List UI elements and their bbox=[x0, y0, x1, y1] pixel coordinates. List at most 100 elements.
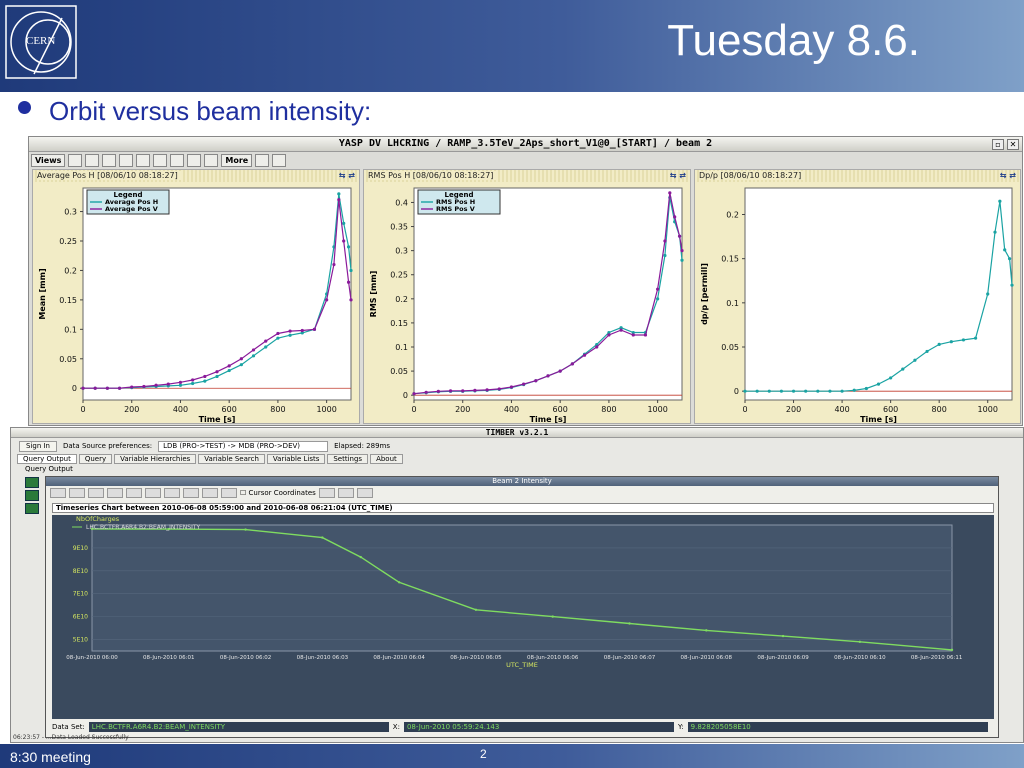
y-tick-label: 0.1 bbox=[64, 325, 77, 334]
x-tick-label: 600 bbox=[553, 405, 568, 414]
x-tick-label: 400 bbox=[504, 405, 519, 414]
series-point bbox=[473, 388, 477, 392]
series-line-0 bbox=[745, 201, 1013, 392]
x-tick-label: 0 bbox=[80, 405, 85, 414]
series-point bbox=[154, 383, 158, 387]
series-point bbox=[973, 336, 978, 340]
series-point bbox=[251, 354, 256, 358]
chart-view-icon[interactable] bbox=[25, 477, 39, 488]
layout-icon[interactable] bbox=[85, 154, 100, 167]
series-point bbox=[864, 386, 868, 391]
tab-variable-lists[interactable]: Variable Lists bbox=[266, 454, 326, 464]
dataset-field[interactable]: LHC.BCTFR.A6R4.B2:BEAM_INTENSITY bbox=[88, 722, 389, 732]
series-point bbox=[986, 292, 990, 296]
tab-query-output[interactable]: Query Output bbox=[17, 454, 77, 464]
series-point bbox=[178, 383, 183, 387]
ds-pref-select[interactable]: LDB (PRO->TEST) -> MDB (PRO->DEV) bbox=[158, 440, 329, 452]
table-view-icon[interactable] bbox=[25, 490, 39, 501]
rows-icon[interactable] bbox=[119, 154, 134, 167]
sign-in-button[interactable]: Sign In bbox=[19, 440, 57, 452]
panel-action-icons[interactable]: ⇆ ⇄ bbox=[338, 171, 355, 180]
panel-action-icons[interactable]: ⇆ ⇄ bbox=[669, 171, 686, 180]
series-point bbox=[680, 249, 684, 253]
cursor-coordinates-checkbox[interactable]: ☐ Cursor Coordinates bbox=[240, 489, 316, 497]
series-point bbox=[949, 340, 953, 344]
y-tick-label: 0.2 bbox=[726, 211, 739, 220]
tab-variable-hierarchies[interactable]: Variable Hierarchies bbox=[114, 454, 197, 464]
area-chart-icon[interactable] bbox=[202, 488, 218, 498]
close-button[interactable]: ✕ bbox=[1007, 139, 1019, 150]
y-tick-label: 0 bbox=[734, 387, 739, 396]
table-icon[interactable] bbox=[126, 488, 142, 498]
series-point bbox=[227, 368, 231, 373]
tiles-icon[interactable] bbox=[136, 154, 151, 167]
zoom-out-icon[interactable] bbox=[337, 488, 354, 498]
minimize-button[interactable]: ▫ bbox=[992, 139, 1004, 150]
export-icon[interactable] bbox=[153, 154, 168, 167]
dpp-panel: Dp/p [08/06/10 08:18:27] ⇆ ⇄ 0 0.05 0.1 0.1… bbox=[694, 169, 1021, 424]
intensity-point bbox=[359, 555, 362, 559]
tab-settings[interactable]: Settings bbox=[327, 454, 369, 464]
more-button[interactable]: More bbox=[221, 154, 253, 167]
series-point bbox=[342, 239, 346, 243]
refresh-icon[interactable] bbox=[272, 154, 287, 167]
footer-left: 8:30 meeting bbox=[10, 749, 91, 765]
series-point bbox=[300, 331, 304, 335]
y-tick-label: 0.05 bbox=[721, 343, 739, 352]
x-field[interactable]: 08-Jun-2010 05:59:24.143 bbox=[403, 722, 674, 732]
x-tick-label: 200 bbox=[786, 405, 801, 414]
tab-variable-search[interactable]: Variable Search bbox=[198, 454, 265, 464]
y-tick-label: 0.3 bbox=[64, 208, 77, 217]
x-tick-label: 1000 bbox=[978, 405, 998, 414]
series-point bbox=[607, 330, 611, 335]
yasp-toolbar: Views More bbox=[31, 153, 287, 168]
tab-query[interactable]: Query bbox=[78, 454, 113, 464]
views-button[interactable]: Views bbox=[31, 154, 66, 167]
series-point bbox=[239, 363, 243, 367]
series-line-1 bbox=[413, 192, 683, 395]
series-point bbox=[178, 380, 183, 384]
grid-icon[interactable] bbox=[68, 154, 83, 167]
table-icon[interactable] bbox=[187, 154, 202, 167]
x-tick-label: 400 bbox=[834, 405, 849, 414]
table-grid-icon[interactable] bbox=[204, 154, 219, 167]
stats-icon[interactable] bbox=[145, 488, 161, 498]
x-tick-label: 0 bbox=[742, 405, 747, 414]
series-point bbox=[889, 376, 893, 380]
copy-icon[interactable] bbox=[88, 488, 104, 498]
series-point bbox=[276, 331, 280, 336]
print-icon[interactable] bbox=[50, 488, 66, 498]
series-point bbox=[876, 382, 881, 386]
x-tick-label: 08-Jun-2010 06:00 bbox=[66, 655, 118, 661]
tab-about[interactable]: About bbox=[370, 454, 403, 464]
bullet-item: Orbit versus beam intensity: bbox=[18, 96, 371, 127]
line-chart-icon[interactable] bbox=[183, 488, 199, 498]
chart-icon[interactable] bbox=[255, 154, 270, 167]
intensity-point bbox=[705, 629, 708, 632]
grid-view-icon[interactable] bbox=[25, 503, 39, 514]
series-point bbox=[215, 370, 219, 374]
series-point bbox=[288, 333, 292, 337]
zoom-icon[interactable] bbox=[107, 488, 123, 498]
panel-action-icons[interactable]: ⇆ ⇄ bbox=[999, 171, 1016, 180]
zoom-in-icon[interactable] bbox=[318, 488, 335, 498]
scatter-chart-icon[interactable] bbox=[221, 488, 237, 498]
series-point bbox=[166, 382, 170, 386]
series-point bbox=[816, 389, 820, 393]
x-tick-label: 08-Jun-2010 06:10 bbox=[834, 655, 886, 661]
x-tick-label: 200 bbox=[455, 405, 470, 414]
zoom-reset-icon[interactable] bbox=[356, 488, 373, 498]
columns-icon[interactable] bbox=[102, 154, 117, 167]
jpg-icon[interactable] bbox=[69, 488, 85, 498]
series-point bbox=[276, 336, 280, 340]
y-field[interactable]: 9.828205058E10 bbox=[687, 722, 988, 732]
series-point bbox=[288, 329, 292, 333]
2d-icon[interactable] bbox=[164, 488, 180, 498]
legend-entry: RMS Pos H bbox=[436, 198, 475, 206]
plot-area bbox=[82, 187, 352, 401]
list-icon[interactable] bbox=[170, 154, 185, 167]
bullet-dot-icon bbox=[18, 100, 31, 114]
series-point bbox=[804, 389, 808, 393]
y-tick-label: 0.25 bbox=[390, 271, 408, 280]
series-point bbox=[570, 362, 574, 366]
